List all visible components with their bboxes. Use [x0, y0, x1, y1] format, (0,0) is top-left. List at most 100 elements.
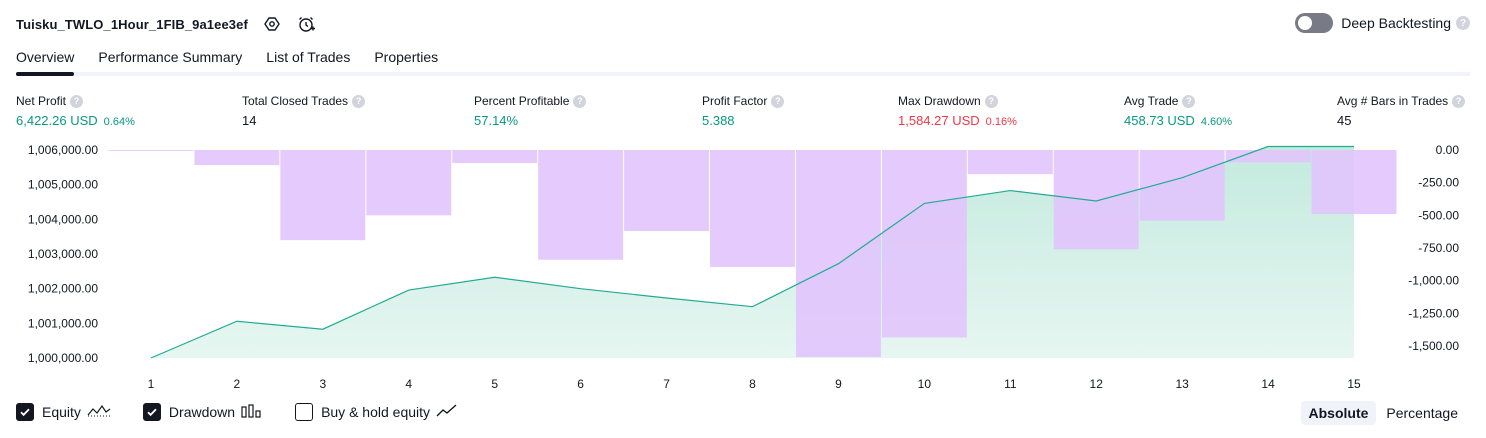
chart-legend: Equity Drawdown Buy & hold equity [16, 403, 490, 421]
metric-label: Total Closed Trades [242, 94, 349, 108]
drawdown-bar [710, 150, 795, 267]
drawdown-bar [624, 150, 710, 232]
metric-value: 5.388 [702, 113, 735, 128]
metric-total-closed-trades: Total Closed Trades? 14 [242, 93, 366, 128]
metric-net-profit: Net Profit? 6,422.26 USD 0.64% [16, 93, 135, 128]
help-icon[interactable]: ? [70, 94, 84, 108]
equity-drawdown-chart: 1,000,000.00 1,001,000.00 1,002,000.00 1,00… [28, 143, 1460, 391]
help-icon[interactable]: ? [984, 94, 998, 108]
x-tick-label: 6 [577, 377, 584, 391]
metric-avg-trade: Avg Trade? 458.73 USD 4.60% [1124, 93, 1232, 128]
tab-list-of-trades[interactable]: List of Trades [266, 49, 351, 65]
drawdown-bar [1311, 150, 1397, 215]
metric-label: Max Drawdown [898, 94, 981, 108]
metric-label: Net Profit [16, 94, 67, 108]
metric-max-drawdown: Max Drawdown? 1,584.27 USD 0.16% [898, 93, 1017, 128]
metric-profit-factor: Profit Factor? 5.388 [702, 93, 785, 128]
metric-label: Profit Factor [702, 94, 768, 108]
drawdown-bar [1053, 150, 1139, 250]
y-right-tick-label: 0.00 [1436, 143, 1460, 157]
y-right-tick-label: -1,000.00 [1408, 274, 1459, 288]
add-alert-icon[interactable] [296, 14, 316, 34]
y-left-tick-label: 1,003,000.00 [28, 247, 98, 261]
metric-value: 1,584.27 USD [898, 113, 980, 128]
buy-hold-checkbox[interactable]: Buy & hold equity [295, 403, 458, 421]
y-right-tick-label: -500.00 [1418, 208, 1459, 222]
tab-performance-summary[interactable]: Performance Summary [98, 49, 243, 65]
percentage-button[interactable]: Percentage [1386, 405, 1458, 421]
x-tick-label: 3 [319, 377, 326, 391]
toggle-knob [1298, 16, 1313, 30]
metric-avg-bars-in-trades: Avg # Bars in Trades? 45 [1337, 93, 1466, 128]
x-tick-label: 9 [835, 377, 842, 391]
deep-backtesting-toggle[interactable] [1295, 13, 1334, 33]
deep-backtesting-label: Deep Backtesting [1341, 15, 1451, 31]
drawdown-bars-icon [241, 403, 263, 421]
drawdown-bar [366, 150, 452, 216]
drawdown-bar [108, 150, 194, 151]
checkbox-checked [16, 403, 34, 421]
x-tick-label: 7 [663, 377, 670, 391]
equity-line-icon [87, 404, 111, 421]
x-tick-label: 15 [1347, 377, 1361, 391]
metric-value: 57.14% [474, 113, 519, 128]
tab-overview[interactable]: Overview [16, 46, 75, 76]
equity-line [150, 145, 1355, 359]
y-left-tick-label: 1,001,000.00 [28, 316, 98, 330]
y-left-tick-label: 1,000,000.00 [28, 351, 98, 365]
drawdown-bar [967, 150, 1053, 175]
help-icon[interactable]: ? [573, 94, 587, 108]
x-tick-label: 13 [1175, 377, 1189, 391]
metric-percent: 0.16% [985, 116, 1017, 128]
y-left-tick-label: 1,004,000.00 [28, 212, 98, 226]
drawdown-bar [280, 150, 366, 241]
x-tick-label: 10 [918, 377, 932, 391]
metric-label: Percent Profitable [474, 94, 570, 108]
help-icon[interactable]: ? [1456, 16, 1470, 30]
y-left-tick-label: 1,005,000.00 [28, 178, 98, 192]
metric-value: 458.73 USD [1124, 113, 1195, 128]
help-icon[interactable]: ? [352, 94, 366, 108]
value-mode-switch: Absolute Percentage [1299, 401, 1467, 425]
checkbox-unchecked [295, 403, 314, 421]
y-left-tick-label: 1,002,000.00 [28, 282, 98, 296]
y-right-tick-label: -1,250.00 [1408, 306, 1459, 320]
y-right-tick-label: -1,500.00 [1408, 339, 1459, 353]
drawdown-checkbox[interactable]: Drawdown [142, 403, 263, 421]
x-tick-label: 12 [1090, 377, 1104, 391]
y-right-tick-label: -250.00 [1418, 176, 1459, 190]
settings-icon[interactable] [262, 14, 282, 34]
metric-percent: 0.64% [103, 116, 135, 128]
metric-percent: 4.60% [1200, 116, 1233, 128]
checkbox-checked [142, 403, 161, 421]
y-right-tick-label: -750.00 [1418, 241, 1459, 255]
x-tick-label: 8 [749, 377, 756, 391]
x-tick-label: 14 [1261, 377, 1275, 391]
drawdown-bar [538, 150, 624, 260]
drawdown-label: Drawdown [168, 404, 236, 420]
equity-area [150, 146, 1355, 358]
drawdown-bar [1225, 150, 1311, 163]
tab-properties[interactable]: Properties [374, 49, 439, 65]
deep-backtesting: Deep Backtesting ? [1295, 13, 1470, 33]
equity-checkbox[interactable]: Equity [16, 403, 111, 421]
metric-label: Avg # Bars in Trades [1337, 94, 1449, 108]
help-icon[interactable]: ? [1182, 94, 1196, 108]
drawdown-bar [795, 150, 881, 357]
metric-value: 14 [242, 113, 257, 128]
drawdown-bar [194, 150, 280, 166]
strategy-header: Tuisku_TWLO_1Hour_1FIB_9a1ee3ef [16, 12, 316, 36]
metric-value: 45 [1337, 113, 1352, 128]
help-icon[interactable]: ? [1452, 94, 1466, 108]
metric-percent-profitable: Percent Profitable? 57.14% [474, 93, 587, 128]
absolute-button[interactable]: Absolute [1300, 401, 1377, 425]
buy-hold-line-icon [436, 403, 458, 421]
tab-bar: Overview Performance Summary List of Tra… [16, 46, 1470, 76]
y-left-tick-label: 1,006,000.00 [28, 143, 98, 157]
drawdown-bar [881, 150, 967, 338]
metric-value: 6,422.26 USD [16, 113, 98, 128]
x-tick-label: 5 [491, 377, 498, 391]
help-icon[interactable]: ? [771, 94, 785, 108]
x-tick-label: 4 [405, 377, 412, 391]
equity-label: Equity [42, 404, 81, 420]
